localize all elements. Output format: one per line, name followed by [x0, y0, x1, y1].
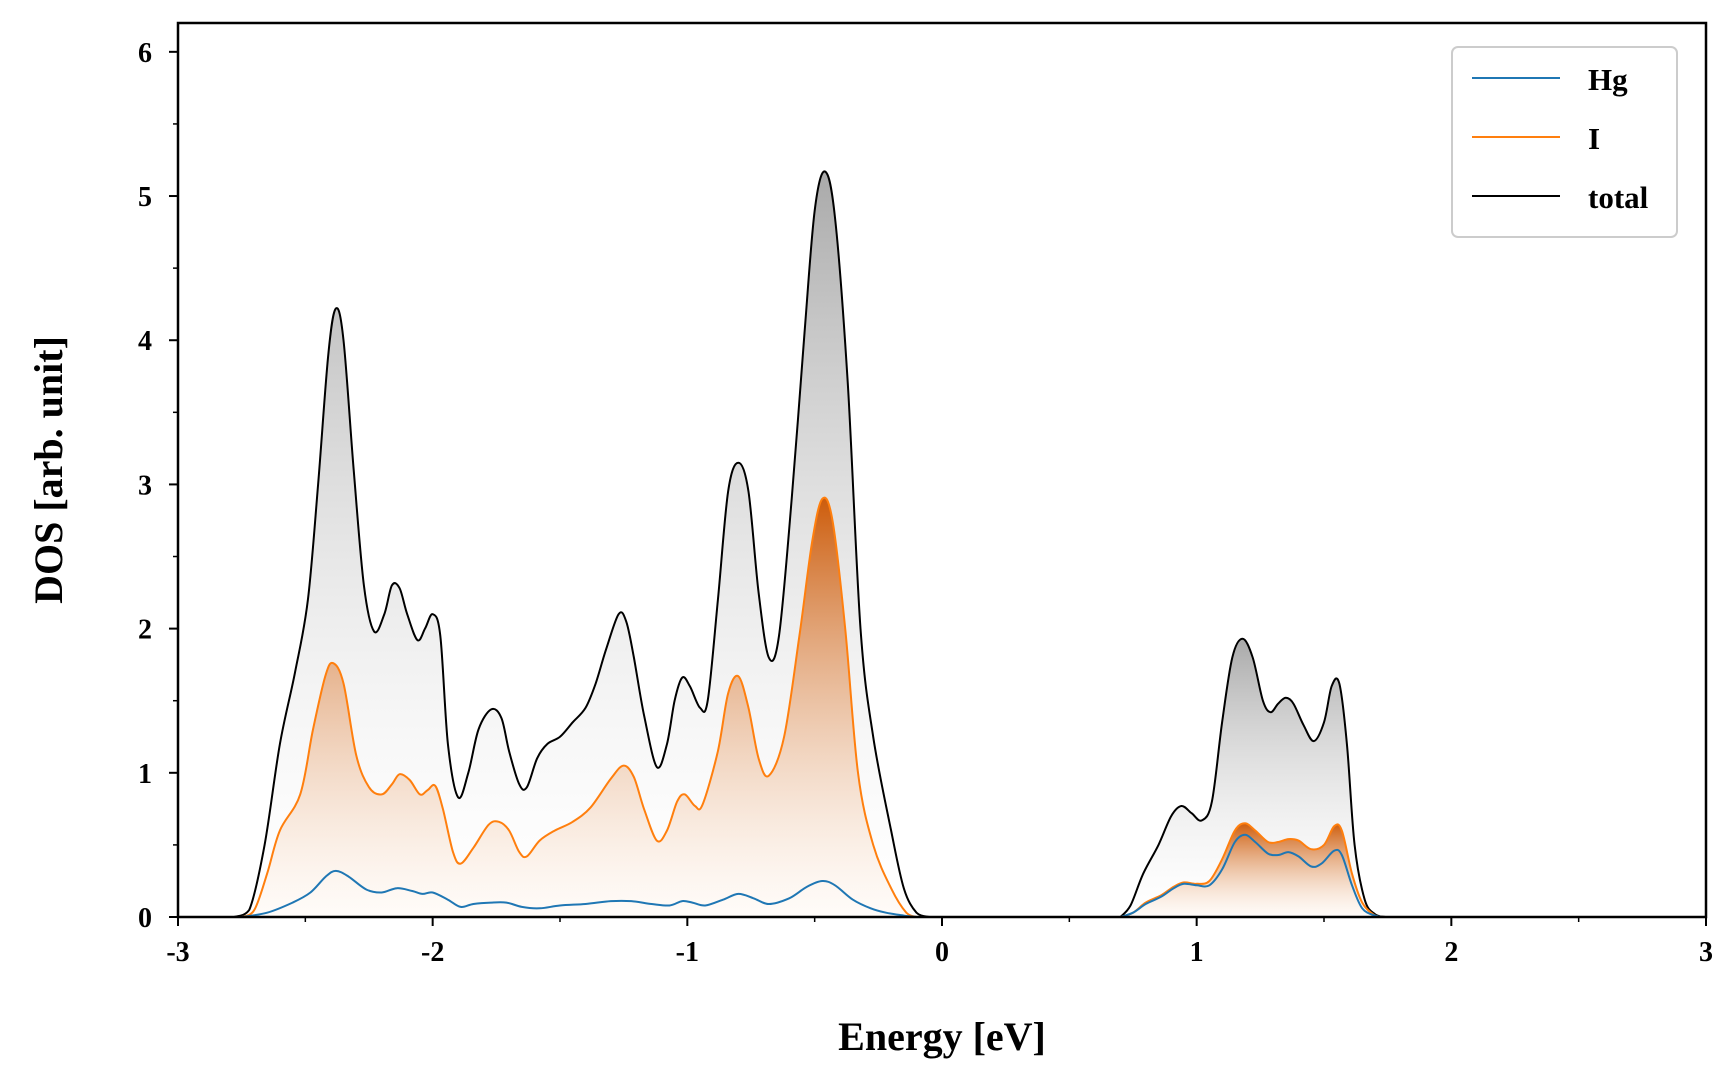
- y-tick-label: 0: [138, 903, 152, 934]
- area-fills: [234, 171, 1386, 918]
- area-fill-total-0: [234, 171, 930, 918]
- series-line-total-0: [233, 170, 930, 918]
- series-line-hg-0: [241, 869, 917, 918]
- legend-label-total: total: [1588, 180, 1649, 215]
- series-line-i-1: [1119, 822, 1383, 918]
- area-fill-i-1: [1120, 823, 1383, 917]
- y-tick-label: 6: [138, 38, 152, 69]
- x-axis-title: Energy [eV]: [838, 1014, 1046, 1059]
- y-tick-label: 5: [138, 182, 152, 213]
- series-line-i-0: [241, 496, 917, 918]
- series-line-hg-1: [1119, 833, 1383, 918]
- x-tick-label: 3: [1699, 937, 1713, 968]
- x-tick-label: -2: [421, 937, 444, 968]
- area-fill-i-0: [241, 497, 917, 917]
- y-tick-label: 2: [138, 615, 152, 646]
- y-tick-label: 3: [138, 470, 152, 501]
- y-tick-label: 4: [138, 326, 152, 357]
- y-tick-label: 1: [138, 759, 152, 790]
- x-tick-label: -3: [166, 937, 189, 968]
- x-tick-label: 1: [1190, 937, 1204, 968]
- legend: Hg I total: [1451, 46, 1678, 238]
- x-tick-label: -1: [676, 937, 699, 968]
- legend-label-hg: Hg: [1588, 62, 1628, 97]
- legend-box: [1451, 46, 1678, 238]
- series-lines: [233, 170, 1386, 918]
- y-axis-title: DOS [arb. unit]: [26, 336, 71, 604]
- legend-label-i: I: [1588, 121, 1600, 156]
- x-tick-label: 2: [1444, 937, 1458, 968]
- y-axis: 0 1 2 3 4 5 6: [138, 38, 178, 934]
- x-tick-label: 0: [935, 937, 949, 968]
- x-axis: -3 -2 -1 0 1 2 3: [166, 917, 1713, 968]
- series-line-total-1: [1119, 637, 1386, 918]
